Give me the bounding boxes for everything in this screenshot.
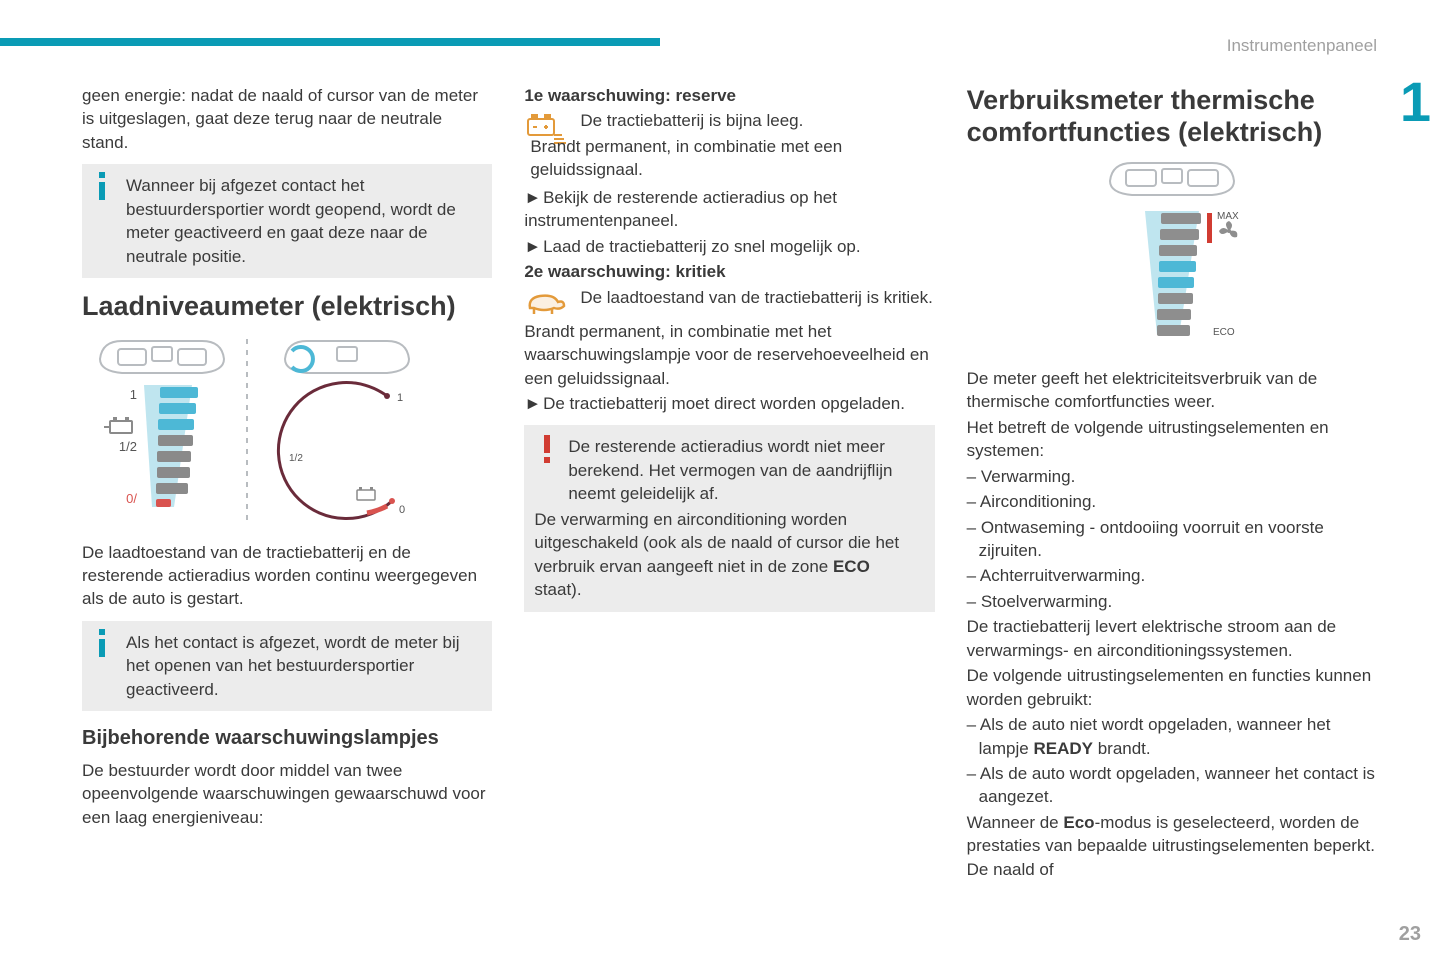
- w2-action-1: ► De tractiebatterij moet direct worden …: [524, 392, 934, 415]
- c3-p3: De tractiebatterij levert elektrische st…: [967, 615, 1377, 662]
- w2-line1: De laadtoestand van de tractiebatterij i…: [580, 286, 934, 309]
- figure-charge-gauge: 1 1/2 0/ 1 1/2 0: [82, 331, 412, 531]
- column-3: Verbruiksmeter thermische comfortfunctie…: [967, 84, 1377, 883]
- column-2: 1e waarschuwing: reserve De tractiebatte…: [524, 84, 934, 883]
- fan-icon: [1219, 221, 1237, 237]
- c3-p5: Wanneer de Eco-modus is geselecteerd, wo…: [967, 811, 1377, 881]
- info-box-2: Als het contact is afgezet, wordt de met…: [82, 621, 492, 711]
- w1-line2: Brandt permanent, in combinatie met een …: [530, 135, 934, 182]
- c3-p4: De volgende uitrustingselementen en func…: [967, 664, 1377, 711]
- page-number: 23: [1399, 923, 1421, 946]
- c3-li7: – Als de auto wordt opgeladen, wanneer h…: [967, 762, 1377, 809]
- heading-laadniveaumeter: Laadniveaumeter (elektrisch): [82, 290, 492, 322]
- warning-icon: [538, 435, 556, 471]
- info-icon: [96, 172, 114, 200]
- c3-li1: – Verwarming.: [967, 465, 1377, 488]
- gauge-label-0: 0/: [126, 491, 137, 506]
- heading-verbruiksmeter: Verbruiksmeter thermische comfortfunctie…: [967, 84, 1377, 149]
- c3-li3: – Ontwaseming - ontdooiing voorruit en v…: [967, 516, 1377, 563]
- c3-li4: – Achterruitverwarming.: [967, 564, 1377, 587]
- info-box-1-text: Wanneer bij afgezet contact het bestuurd…: [126, 174, 478, 268]
- label-max: MAX: [1217, 211, 1239, 222]
- warning-box: De resterende actieradius wordt niet mee…: [524, 425, 934, 611]
- column-1: geen energie: nadat de naald of cursor v…: [82, 84, 492, 883]
- c3-li6: – Als de auto niet wordt opgeladen, wann…: [967, 713, 1377, 760]
- svg-text:0: 0: [399, 504, 405, 516]
- bij-body: De bestuurder wordt door middel van twee…: [82, 759, 492, 829]
- chapter-number: 1: [1400, 74, 1431, 130]
- turtle-icon: [524, 288, 568, 318]
- running-header: Instrumentenpaneel: [1227, 36, 1377, 56]
- c3-li5: – Stoelverwarming.: [967, 590, 1377, 613]
- intro-paragraph: geen energie: nadat de naald of cursor v…: [82, 84, 492, 154]
- top-accent-bar: [0, 38, 660, 46]
- laad-body: De laadtoestand van de tractiebatterij e…: [82, 541, 492, 611]
- w1-line1: De tractiebatterij is bijna leeg.: [580, 109, 934, 132]
- gauge-label-half: 1/2: [119, 439, 137, 454]
- w2-body: Brandt permanent, in combinatie met het …: [524, 320, 934, 390]
- info-icon: [96, 629, 114, 657]
- warn-p1: De resterende actieradius wordt niet mee…: [568, 435, 920, 505]
- figure-consumption-gauge: MAX ECO: [1057, 157, 1287, 357]
- heading-bijbehorende: Bijbehorende waarschuwingslampjes: [82, 725, 492, 753]
- info-box-2-text: Als het contact is afgezet, wordt de met…: [126, 631, 478, 701]
- c3-li2: – Airconditioning.: [967, 490, 1377, 513]
- gauge-label-1: 1: [130, 387, 137, 402]
- content-columns: geen energie: nadat de naald of cursor v…: [82, 84, 1377, 883]
- c3-p1: De meter geeft het elektriciteitsverbrui…: [967, 367, 1377, 414]
- svg-text:1/2: 1/2: [289, 453, 303, 464]
- label-eco: ECO: [1213, 327, 1235, 338]
- w1-title: 1e waarschuwing: reserve: [524, 84, 934, 107]
- warn-p2: De verwarming en airconditioning worden …: [534, 508, 920, 602]
- w1-action-2: ► Laad de tractiebatterij zo snel mogeli…: [524, 235, 934, 258]
- w1-action-1: ► Bekijk de resterende actieradius op he…: [524, 186, 934, 233]
- w2-title: 2e waarschuwing: kritiek: [524, 260, 934, 283]
- svg-text:1: 1: [397, 392, 403, 404]
- info-box-1: Wanneer bij afgezet contact het bestuurd…: [82, 164, 492, 278]
- battery-icon: [104, 417, 132, 433]
- c3-p2: Het betreft de volgende uitrustingseleme…: [967, 416, 1377, 463]
